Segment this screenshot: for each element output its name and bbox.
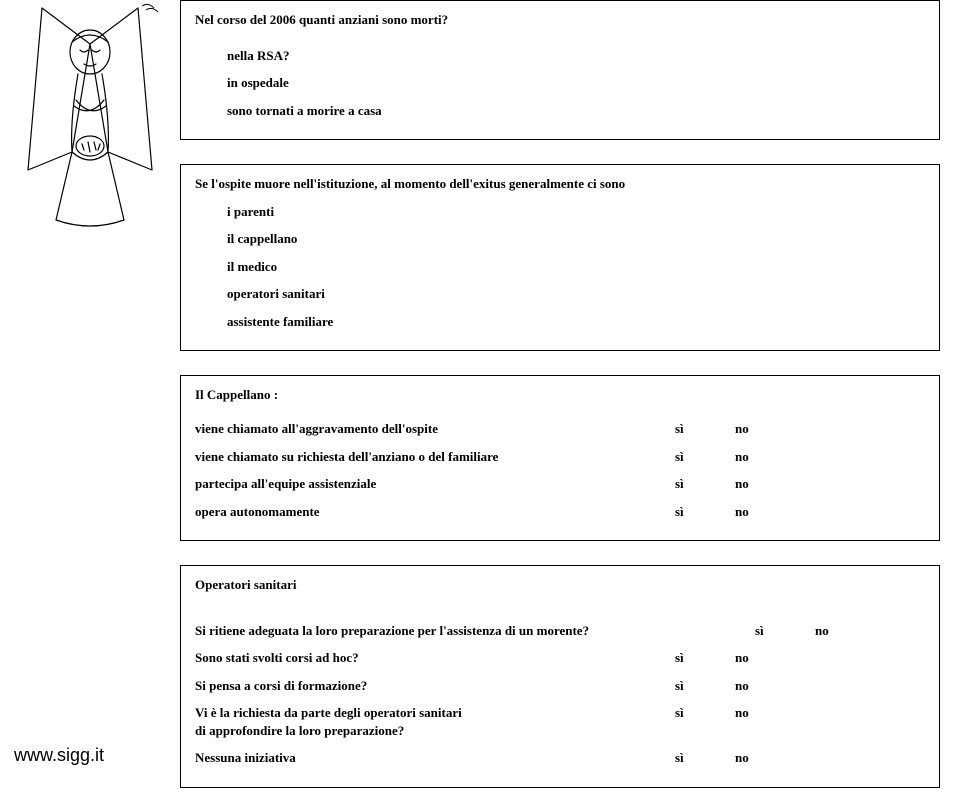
box2-item: operatori sanitari	[227, 285, 925, 303]
box2-item: il medico	[227, 258, 925, 276]
row-label: Vi è la richiesta da parte degli operato…	[195, 704, 675, 739]
row-label: Si ritiene adeguata la loro preparazione…	[195, 622, 755, 640]
footer-url: www.sigg.it	[14, 745, 104, 766]
no-option: no	[735, 704, 795, 739]
row-label: opera autonomamente	[195, 503, 675, 521]
no-option: no	[735, 749, 795, 767]
table-row: Vi è la richiesta da parte degli operato…	[195, 704, 925, 739]
box1-item: in ospedale	[227, 74, 925, 92]
no-option: no	[735, 420, 795, 438]
box-cappellano: Il Cappellano : viene chiamato all'aggra…	[180, 375, 940, 541]
no-option: no	[735, 448, 795, 466]
box2-item: i parenti	[227, 203, 925, 221]
row-label: viene chiamato all'aggravamento dell'osp…	[195, 420, 675, 438]
box-operatori-sanitari: Operatori sanitari Si ritiene adeguata l…	[180, 565, 940, 788]
row-label: Si pensa a corsi di formazione?	[195, 677, 675, 695]
no-option: no	[815, 622, 875, 640]
box-present-at-exitus: Se l'ospite muore nell'istituzione, al m…	[180, 164, 940, 351]
no-option: no	[735, 677, 795, 695]
yes-option: sì	[755, 622, 815, 640]
yes-option: sì	[675, 704, 735, 739]
table-row: opera autonomamente sì no	[195, 503, 925, 521]
table-row: viene chiamato all'aggravamento dell'osp…	[195, 420, 925, 438]
row-label: Nessuna iniziativa	[195, 749, 675, 767]
table-row: Nessuna iniziativa sì no	[195, 749, 925, 767]
box1-title: Nel corso del 2006 quanti anziani sono m…	[195, 11, 925, 29]
yes-option: sì	[675, 649, 735, 667]
row-label: viene chiamato su richiesta dell'anziano…	[195, 448, 675, 466]
yes-option: sì	[675, 475, 735, 493]
yes-option: sì	[675, 503, 735, 521]
table-row: Sono stati svolti corsi ad hoc? sì no	[195, 649, 925, 667]
box2-item: il cappellano	[227, 230, 925, 248]
box1-item: sono tornati a morire a casa	[227, 102, 925, 120]
table-row: Si ritiene adeguata la loro preparazione…	[195, 622, 925, 640]
table-row: viene chiamato su richiesta dell'anziano…	[195, 448, 925, 466]
yes-option: sì	[675, 749, 735, 767]
no-option: no	[735, 649, 795, 667]
box2-item: assistente familiare	[227, 313, 925, 331]
box-deaths-2006: Nel corso del 2006 quanti anziani sono m…	[180, 0, 940, 140]
row-label: partecipa all'equipe assistenziale	[195, 475, 675, 493]
yes-option: sì	[675, 420, 735, 438]
angel-illustration	[14, 0, 166, 230]
no-option: no	[735, 503, 795, 521]
box4-title: Operatori sanitari	[195, 576, 925, 594]
content-column: Nel corso del 2006 quanti anziani sono m…	[180, 0, 940, 812]
no-option: no	[735, 475, 795, 493]
box3-title: Il Cappellano :	[195, 386, 925, 404]
table-row: Si pensa a corsi di formazione? sì no	[195, 677, 925, 695]
box1-item: nella RSA?	[227, 47, 925, 65]
row-label: Sono stati svolti corsi ad hoc?	[195, 649, 675, 667]
box2-title: Se l'ospite muore nell'istituzione, al m…	[195, 175, 925, 193]
yes-option: sì	[675, 677, 735, 695]
table-row: partecipa all'equipe assistenziale sì no	[195, 475, 925, 493]
yes-option: sì	[675, 448, 735, 466]
